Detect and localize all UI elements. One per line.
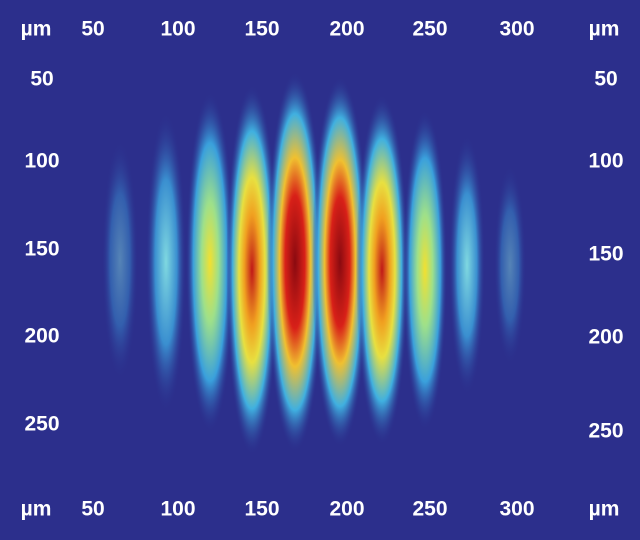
y-tick-label: 50: [594, 68, 617, 91]
x-tick-label: 200: [329, 498, 364, 521]
y-tick-label: 200: [588, 326, 623, 349]
unit-label: µm: [21, 18, 52, 41]
x-tick-label: 300: [499, 18, 534, 41]
unit-label: µm: [21, 498, 52, 521]
x-tick-label: 150: [244, 18, 279, 41]
x-tick-label: 100: [160, 18, 195, 41]
x-tick-label: 250: [412, 498, 447, 521]
y-tick-label: 200: [24, 325, 59, 348]
fringes: [102, 72, 526, 455]
unit-label: µm: [589, 18, 620, 41]
y-tick-label: 250: [588, 420, 623, 443]
y-tick-label: 250: [24, 413, 59, 436]
y-tick-label: 150: [588, 243, 623, 266]
y-tick-label: 100: [588, 150, 623, 173]
x-tick-label: 50: [81, 18, 104, 41]
x-tick-label: 100: [160, 498, 195, 521]
x-tick-label: 250: [412, 18, 447, 41]
y-tick-label: 50: [30, 68, 53, 91]
y-tick-label: 150: [24, 238, 59, 261]
x-tick-label: 50: [81, 498, 104, 521]
x-tick-label: 300: [499, 498, 534, 521]
unit-label: µm: [589, 498, 620, 521]
x-tick-label: 200: [329, 18, 364, 41]
y-tick-label: 100: [24, 150, 59, 173]
x-tick-label: 150: [244, 498, 279, 521]
